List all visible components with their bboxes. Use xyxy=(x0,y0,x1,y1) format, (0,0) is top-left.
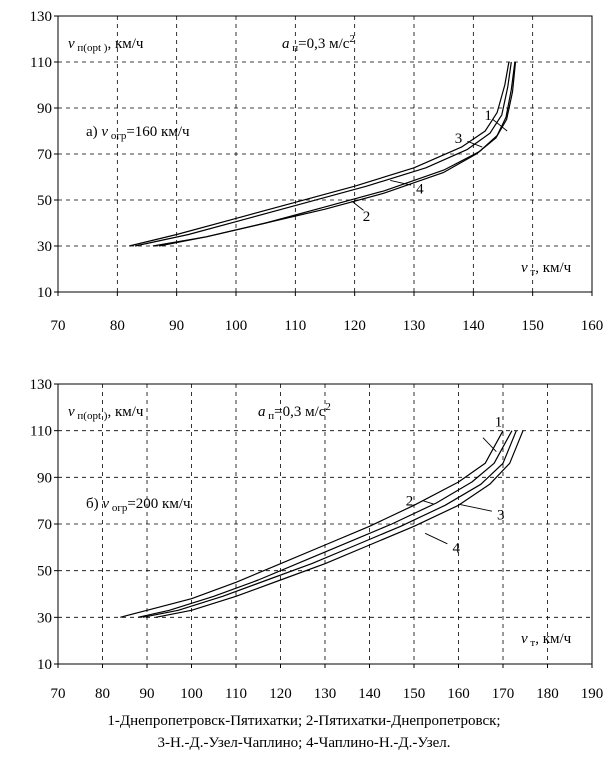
series-label-2: 2 xyxy=(363,209,371,225)
y-tick-label: 90 xyxy=(37,470,52,486)
x-tick-label: 180 xyxy=(536,686,559,702)
series-line-2 xyxy=(137,430,513,618)
chart-panel-b: 70 80 90 100 110 120 130 140 150 160 170 180 1901030… xyxy=(30,377,604,702)
x-tick-label: 120 xyxy=(343,318,366,334)
y-tick-label: 110 xyxy=(30,424,52,440)
y-tick-label: 90 xyxy=(37,101,52,117)
speed-limit-annotation: а) v огр=160 км/ч xyxy=(86,124,190,142)
series-label-1: 1 xyxy=(484,108,492,124)
x-tick-label: 140 xyxy=(358,686,381,702)
y-tick-label: 130 xyxy=(30,377,53,393)
series-label-4: 4 xyxy=(453,540,461,556)
x-tick-label: 80 xyxy=(110,318,125,334)
y-tick-label: 50 xyxy=(37,193,52,209)
acceleration-annotation: a п=0,3 м/с2 xyxy=(258,401,331,422)
y-tick-label: 110 xyxy=(30,55,52,71)
series-line-1 xyxy=(129,61,510,247)
x-tick-label: 150 xyxy=(521,318,544,334)
x-axis-label: v т, км/ч xyxy=(521,260,572,278)
series-line-3 xyxy=(142,430,517,618)
x-tick-label: 100 xyxy=(180,686,203,702)
series-label-3: 3 xyxy=(497,508,505,524)
series-leader-line xyxy=(482,437,497,452)
x-tick-label: 80 xyxy=(95,686,110,702)
series-leader-line xyxy=(390,180,412,186)
y-tick-label: 30 xyxy=(37,239,52,255)
x-tick-label: 90 xyxy=(169,318,184,334)
x-tick-label: 160 xyxy=(447,686,470,702)
x-tick-label: 90 xyxy=(140,686,155,702)
x-tick-label: 70 xyxy=(51,318,66,334)
y-tick-label: 50 xyxy=(37,564,52,580)
x-tick-label: 160 xyxy=(581,318,604,334)
x-tick-label: 100 xyxy=(225,318,248,334)
x-tick-label: 110 xyxy=(284,318,306,334)
series-leader-line xyxy=(351,200,364,211)
series-label-1: 1 xyxy=(495,414,503,430)
y-tick-label: 130 xyxy=(30,9,53,25)
x-tick-label: 70 xyxy=(51,686,66,702)
y-tick-label: 10 xyxy=(37,285,52,301)
x-tick-label: 140 xyxy=(462,318,485,334)
chart-panel-a: 70 80 90 100 110 120 130 140 150 160 10 30 50 70 90 110… xyxy=(30,9,604,334)
series-leader-line xyxy=(467,140,483,148)
series-line-1 xyxy=(120,430,504,618)
y-tick-label: 30 xyxy=(37,610,52,626)
series-label-2: 2 xyxy=(406,494,414,510)
series-leader-line xyxy=(458,503,492,512)
series-line-3 xyxy=(134,61,512,247)
speed-limit-annotation: б) v огр=200 км/ч xyxy=(86,496,191,514)
x-tick-label: 130 xyxy=(314,686,337,702)
acceleration-annotation: a п=0,3 м/с2 xyxy=(282,33,355,54)
series-line-4 xyxy=(155,430,524,618)
x-tick-label: 170 xyxy=(492,686,515,702)
series-leader-line xyxy=(492,119,508,132)
x-axis-label: v т, км/ч xyxy=(521,631,572,649)
series-leader-line xyxy=(424,532,448,545)
x-tick-label: 110 xyxy=(225,686,247,702)
x-tick-label: 120 xyxy=(269,686,292,702)
x-tick-label: 130 xyxy=(403,318,426,334)
series-leader-line xyxy=(422,500,435,505)
series-label-3: 3 xyxy=(455,131,463,147)
legend-line-2: 3-Н.-Д.-Узел-Чаплино; 4-Чаплино-Н.-Д.-Уз… xyxy=(157,735,451,751)
legend-line-1: 1-Днепропетровск-Пятихатки; 2-Пятихатки-… xyxy=(107,713,501,729)
y-tick-label: 70 xyxy=(37,517,52,533)
y-tick-label: 10 xyxy=(37,657,52,673)
x-tick-label: 190 xyxy=(581,686,604,702)
y-axis-label: v п(opt ), км/ч xyxy=(68,404,144,422)
x-tick-label: 150 xyxy=(403,686,426,702)
series-line-4 xyxy=(152,61,517,247)
y-axis-label: v п(opt ), км/ч xyxy=(68,36,144,54)
y-tick-label: 70 xyxy=(37,147,52,163)
series-label-4: 4 xyxy=(416,182,424,198)
